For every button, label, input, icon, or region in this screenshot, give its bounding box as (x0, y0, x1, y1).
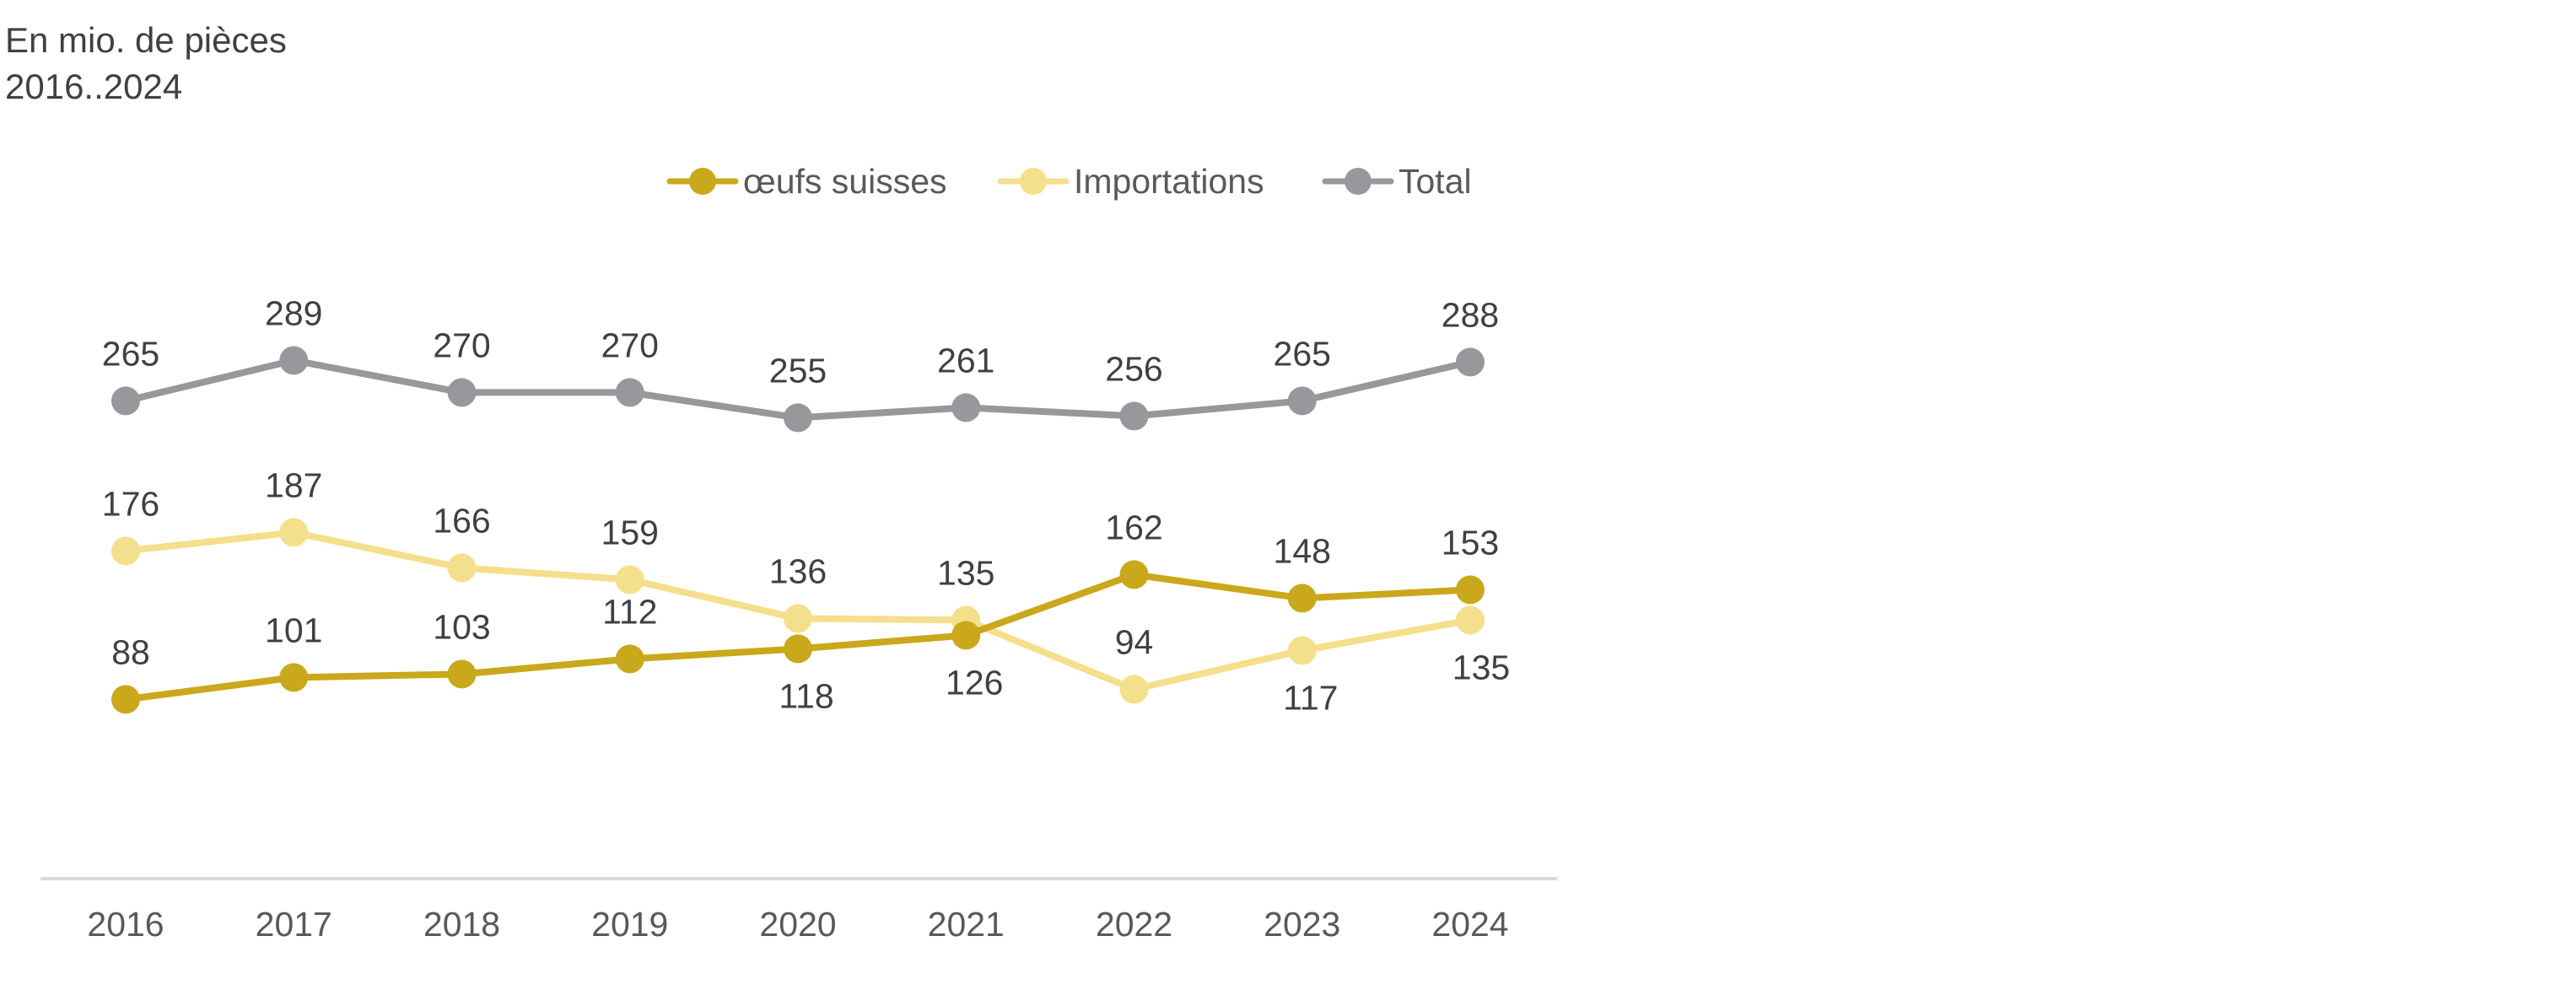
data-point-2-4 (784, 403, 812, 433)
x-tick-label-2023: 2023 (1264, 905, 1340, 944)
data-point-2-0 (111, 386, 140, 416)
data-point-2-7 (1287, 386, 1317, 416)
data-point-0-6 (1119, 560, 1149, 589)
data-label-0-6: 162 (1105, 508, 1162, 546)
data-point-1-4 (784, 604, 812, 633)
data-label-2-5: 261 (937, 341, 994, 379)
data-label-1-1: 187 (265, 465, 322, 504)
data-point-0-3 (615, 644, 644, 674)
data-label-0-4: 118 (779, 676, 833, 715)
data-label-2-0: 265 (102, 334, 159, 373)
data-point-2-2 (447, 378, 477, 407)
chart-subtitle: En mio. de pièces 2016..2024 (5, 20, 287, 106)
data-label-1-0: 176 (102, 484, 159, 523)
data-point-1-2 (447, 553, 477, 583)
data-labels: 88 101 103 112 118 126 162 148 153 176 187 166 159 13… (102, 293, 1510, 717)
x-tick-label-2020: 2020 (759, 905, 836, 944)
data-label-1-8: 135 (1452, 648, 1510, 686)
data-point-2-1 (279, 346, 309, 375)
data-point-1-1 (279, 518, 309, 547)
data-point-2-6 (1119, 401, 1149, 431)
data-label-1-6: 94 (1115, 622, 1154, 661)
legend-swatch-marker (689, 168, 716, 195)
legend: œufs suisses Importations Total (666, 162, 1472, 201)
x-tick-label-2024: 2024 (1431, 905, 1508, 944)
data-label-1-3: 159 (601, 513, 659, 551)
data-point-2-5 (951, 393, 981, 422)
data-label-2-4: 255 (769, 351, 827, 390)
data-point-0-5 (951, 621, 981, 650)
legend-item-0: œufs suisses (666, 162, 947, 201)
data-point-1-7 (1287, 636, 1317, 665)
data-point-1-6 (1119, 675, 1149, 704)
data-point-0-1 (279, 663, 309, 692)
x-tick-label-2021: 2021 (928, 905, 1005, 944)
legend-label: œufs suisses (743, 162, 947, 201)
data-point-0-4 (784, 634, 812, 664)
data-point-0-8 (1456, 575, 1485, 605)
series-0 (111, 560, 1485, 714)
data-label-0-7: 148 (1274, 531, 1331, 570)
data-label-0-0: 88 (111, 632, 150, 671)
data-label-1-2: 166 (433, 501, 490, 540)
data-label-0-2: 103 (433, 607, 490, 646)
data-label-2-2: 270 (433, 325, 490, 364)
legend-swatch-marker (1020, 168, 1047, 195)
data-point-0-0 (111, 685, 140, 714)
data-point-1-0 (111, 536, 140, 566)
chart-subtitle-line-1: En mio. de pièces (5, 20, 287, 60)
data-label-2-7: 265 (1274, 334, 1331, 373)
data-point-2-8 (1456, 347, 1485, 377)
data-label-2-8: 288 (1442, 295, 1499, 334)
data-label-0-1: 101 (265, 611, 322, 649)
data-label-2-3: 270 (601, 325, 659, 364)
data-label-0-8: 153 (1442, 523, 1499, 562)
data-label-1-4: 136 (769, 551, 827, 590)
x-tick-label-2019: 2019 (591, 905, 668, 944)
series-layer: 88 101 103 112 118 126 162 148 153 176 187 166 159 13… (102, 293, 1510, 717)
chart-subtitle-line-2: 2016..2024 (5, 67, 182, 106)
legend-item-2: Total (1322, 162, 1472, 201)
x-tick-label-2022: 2022 (1096, 905, 1172, 944)
x-tick-label-2017: 2017 (256, 905, 332, 944)
x-axis-tick-labels: 2016 2017 2018 2019 2020 2021 2022 2023 2024 (87, 905, 1508, 944)
series-2 (111, 346, 1485, 433)
series-1 (111, 518, 1485, 704)
data-point-2-3 (615, 378, 644, 407)
data-label-1-7: 117 (1283, 678, 1338, 717)
x-tick-label-2018: 2018 (423, 905, 500, 944)
data-point-0-2 (447, 659, 477, 689)
data-label-0-3: 112 (602, 592, 657, 631)
legend-label: Importations (1074, 162, 1264, 201)
legend-swatch-marker (1345, 168, 1372, 195)
legend-item-1: Importations (997, 162, 1264, 201)
data-point-1-8 (1456, 605, 1485, 635)
x-tick-label-2016: 2016 (87, 905, 164, 944)
data-label-0-5: 126 (946, 663, 1003, 702)
data-label-2-1: 289 (265, 293, 322, 332)
data-point-0-7 (1287, 584, 1317, 613)
data-point-1-3 (615, 565, 644, 594)
data-label-2-6: 256 (1105, 349, 1162, 388)
legend-label: Total (1398, 162, 1472, 201)
data-label-1-5: 135 (937, 553, 994, 592)
